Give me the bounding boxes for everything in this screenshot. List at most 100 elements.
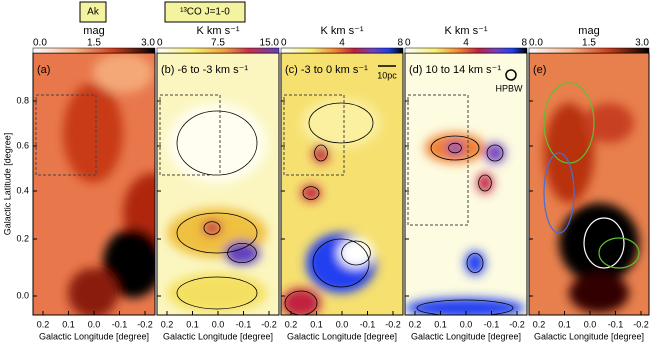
colorbar-unit: mag bbox=[578, 25, 599, 37]
y-tick-label: 0.2 bbox=[16, 233, 29, 243]
x-tick-label: -0.1 bbox=[236, 319, 252, 329]
map-image bbox=[33, 53, 155, 315]
map-blob bbox=[68, 268, 118, 315]
map-image bbox=[281, 53, 403, 315]
x-tick-label: 0.0 bbox=[336, 319, 349, 329]
x-tick-label: -0.2 bbox=[385, 319, 401, 329]
contour bbox=[478, 174, 492, 192]
map-structure bbox=[167, 103, 267, 313]
contour bbox=[543, 152, 575, 234]
contour bbox=[430, 135, 480, 161]
map-blob bbox=[559, 203, 639, 283]
x-tick-label: 0.1 bbox=[558, 319, 571, 329]
colorbar bbox=[280, 47, 404, 54]
contour bbox=[314, 144, 328, 162]
contour bbox=[312, 238, 370, 288]
panel-label: (d) 10 to 14 km s⁻¹ bbox=[409, 64, 501, 76]
map-structure bbox=[405, 133, 525, 315]
colorbar-tick-label: 3.0 bbox=[635, 38, 649, 49]
footprint-box bbox=[159, 94, 221, 176]
map-blob bbox=[167, 273, 267, 313]
contour bbox=[308, 102, 374, 144]
contour bbox=[176, 212, 258, 254]
contour bbox=[284, 290, 318, 315]
colorbar-unit: K km s⁻¹ bbox=[196, 25, 239, 37]
map-blob bbox=[544, 103, 594, 203]
footprint-box bbox=[407, 94, 469, 226]
beam-circle bbox=[505, 69, 517, 81]
contour bbox=[416, 299, 514, 315]
colorbar bbox=[528, 47, 650, 54]
map-blob bbox=[224, 241, 260, 265]
colorbar bbox=[404, 47, 528, 54]
x-tick-label: 0.1 bbox=[434, 319, 447, 329]
colorbar-tick-label: 8 bbox=[521, 38, 527, 49]
y-tick-label: 0.4 bbox=[16, 185, 29, 195]
x-axis-label: Galactic Longitude [degree] bbox=[163, 331, 273, 341]
x-tick-label: -0.2 bbox=[633, 319, 649, 329]
map-blob bbox=[167, 103, 267, 183]
colorbar-tick-label: 3.0 bbox=[141, 38, 155, 49]
contour bbox=[486, 144, 504, 162]
x-tick-label: -0.1 bbox=[608, 319, 624, 329]
map-blob bbox=[338, 238, 374, 268]
map-blob bbox=[569, 273, 629, 313]
header-box-label: Ak bbox=[87, 7, 100, 18]
colorbar-tick-label: 0 bbox=[405, 38, 411, 49]
x-tick-label: 0.2 bbox=[37, 319, 50, 329]
map-structure bbox=[544, 103, 639, 313]
map-structure bbox=[281, 98, 381, 315]
y-tick-label: 0.8 bbox=[16, 95, 29, 105]
map-structure bbox=[63, 53, 155, 315]
x-tick-label: 0.2 bbox=[161, 319, 174, 329]
colorbar-tick-label: 0.0 bbox=[33, 38, 47, 49]
colorbar-tick-label: 4 bbox=[463, 38, 469, 49]
x-tick-label: 0.1 bbox=[310, 319, 323, 329]
map-blob bbox=[93, 53, 153, 93]
y-tick-label: 0.0 bbox=[16, 290, 29, 300]
panel-label: (c) -3 to 0 km s⁻¹ bbox=[285, 64, 368, 76]
contour bbox=[302, 186, 320, 200]
contour bbox=[203, 221, 221, 235]
colorbar-tick-label: 0 bbox=[281, 38, 287, 49]
colorbar bbox=[156, 47, 280, 54]
colorbar-tick-label: 15.0 bbox=[260, 38, 280, 49]
map-image bbox=[529, 53, 649, 315]
footprint-box bbox=[35, 94, 97, 176]
map-image bbox=[157, 53, 279, 315]
map-blob bbox=[103, 228, 155, 298]
beam-label: HPBW bbox=[496, 83, 524, 93]
x-axis-label: Galactic Longitude [degree] bbox=[534, 331, 644, 341]
colorbar-tick-label: 8 bbox=[397, 38, 403, 49]
colorbar-tick-label: 7.5 bbox=[211, 38, 225, 49]
x-tick-label: 0.1 bbox=[62, 319, 75, 329]
colorbar bbox=[32, 47, 156, 54]
footprint-box bbox=[283, 94, 345, 176]
colorbar-tick-label: 0.0 bbox=[529, 38, 543, 49]
x-tick-label: 0.2 bbox=[285, 319, 298, 329]
x-tick-label: -0.2 bbox=[137, 319, 153, 329]
y-axis-label: Galactic Latitude [degree] bbox=[2, 133, 12, 236]
map-blob bbox=[465, 251, 485, 275]
x-tick-label: -0.1 bbox=[360, 319, 376, 329]
map-blob bbox=[63, 83, 123, 183]
map-background bbox=[157, 53, 279, 315]
map-image bbox=[405, 53, 527, 315]
scale-label: 10pc bbox=[377, 70, 397, 80]
x-tick-label: 0.1 bbox=[186, 319, 199, 329]
contour bbox=[466, 252, 484, 273]
x-tick-label: -0.1 bbox=[484, 319, 500, 329]
map-blob bbox=[405, 298, 525, 315]
x-tick-label: 0.0 bbox=[584, 319, 597, 329]
x-tick-label: 0.0 bbox=[88, 319, 101, 329]
colorbar-unit: mag bbox=[83, 25, 104, 37]
contour bbox=[598, 237, 640, 269]
x-tick-label: 0.0 bbox=[460, 319, 473, 329]
map-blob bbox=[281, 288, 321, 315]
map-blob bbox=[447, 142, 463, 154]
colorbar-unit: K km s⁻¹ bbox=[320, 25, 363, 37]
x-axis-label: Galactic Longitude [degree] bbox=[287, 331, 397, 341]
colorbar-tick-label: 0 bbox=[157, 38, 163, 49]
panel-label: (e) bbox=[533, 64, 546, 76]
panel-label: (a) bbox=[37, 64, 50, 76]
